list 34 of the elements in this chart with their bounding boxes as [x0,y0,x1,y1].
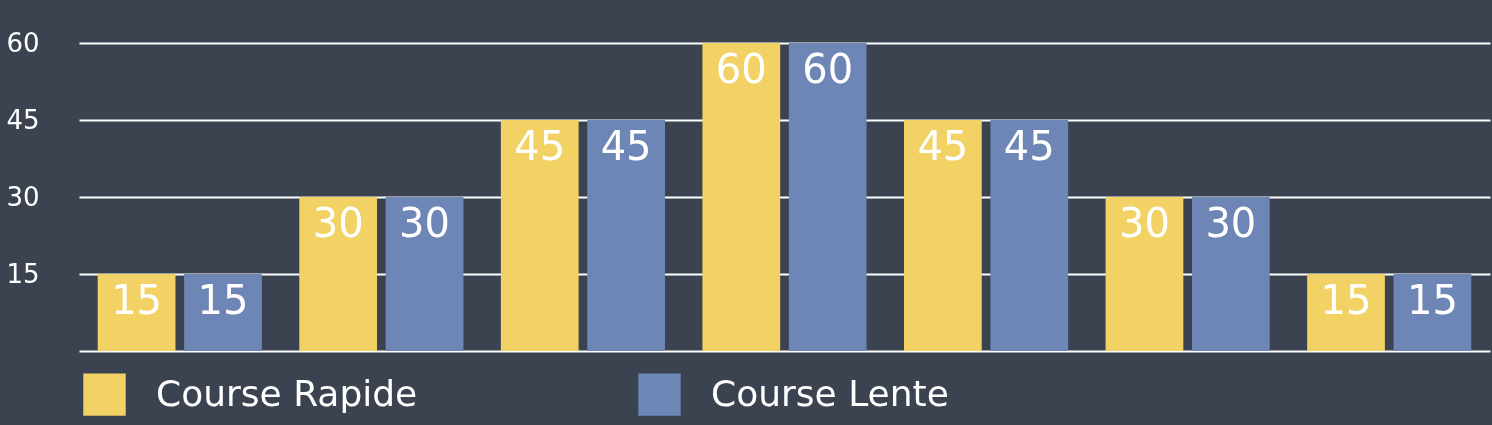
data-label: 15 [197,277,249,323]
data-label: 45 [1003,123,1055,169]
data-label: 30 [1119,200,1170,246]
bar [788,43,867,351]
bar [1191,197,1270,351]
bar [904,120,982,351]
bar [1393,274,1472,351]
data-label: 45 [917,123,969,169]
bar [702,43,781,351]
bar [385,197,464,351]
bar [1307,274,1385,351]
bar [500,120,579,351]
data-label: 30 [399,200,450,246]
data-label: 60 [715,46,767,92]
bar [1105,197,1184,351]
bar [184,274,262,351]
legend-label: Course Rapide [156,372,418,414]
data-label: 60 [802,46,854,92]
data-label: 45 [600,123,652,169]
bar [97,274,176,351]
bar [587,120,665,351]
y-tick-label: 60 [6,27,40,58]
data-label: 30 [1205,200,1257,246]
data-label: 45 [514,123,566,169]
y-tick-label: 15 [6,258,40,289]
data-label: 15 [1320,277,1372,323]
y-tick-label: 30 [6,181,40,212]
legend-label: Course Lente [711,372,949,414]
y-tick-label: 45 [6,104,40,135]
data-label: 15 [111,277,163,323]
bar [299,197,378,351]
data-label: 30 [312,200,364,246]
bar [990,120,1069,351]
data-label: 15 [1406,277,1458,323]
